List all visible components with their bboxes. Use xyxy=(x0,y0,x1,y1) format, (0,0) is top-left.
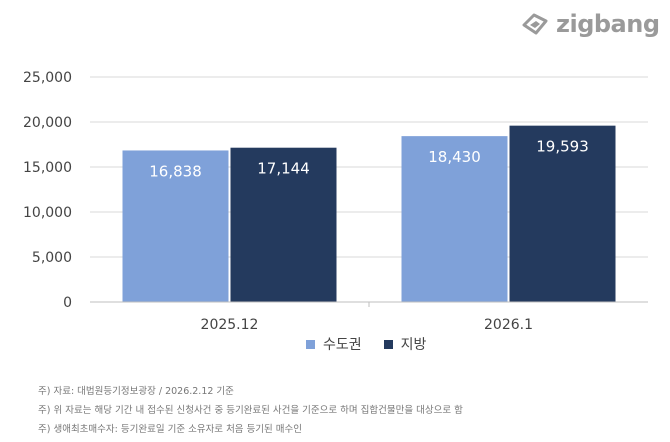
legend: 수도권 지방 xyxy=(306,334,426,354)
brand-name: zigbang xyxy=(556,10,660,38)
y-tick-label: 0 xyxy=(63,295,72,311)
bar-value-label: 17,144 xyxy=(257,160,310,178)
bar-chart: 0 5,000 10,000 15,000 20,000 25,000 16,838 17,… xyxy=(23,70,648,330)
legend-label-capital: 수도권 xyxy=(323,337,362,353)
y-tick-label: 10,000 xyxy=(23,205,72,221)
legend-label-regional: 지방 xyxy=(400,337,427,353)
bar-series: 16,838 17,144 18,430 19,593 xyxy=(122,125,616,303)
y-tick-label: 20,000 xyxy=(23,115,72,131)
x-tick-label: 2026.1 xyxy=(484,317,533,330)
legend-swatch-regional xyxy=(383,339,393,349)
legend-swatch-capital xyxy=(306,339,315,349)
bar-value-label: 16,838 xyxy=(149,162,202,180)
y-axis: 0 5,000 10,000 15,000 20,000 25,000 xyxy=(23,70,72,311)
x-axis: 2025.12 2026.1 xyxy=(90,301,648,330)
bar xyxy=(401,136,508,302)
y-tick-label: 5,000 xyxy=(32,250,72,266)
brand-logo: zigbang xyxy=(520,10,660,38)
bar xyxy=(509,125,616,303)
legend-item-capital: 수도권 xyxy=(306,334,362,354)
bar xyxy=(122,150,229,302)
y-tick-label: 15,000 xyxy=(23,160,72,176)
footnote-source: 주) 자료: 대법원등기정보광장 / 2026.2.12 기준 xyxy=(38,386,234,397)
footnotes: 주) 자료: 대법원등기정보광장 / 2026.2.12 기준 주) 위 자료는… xyxy=(38,382,463,439)
footnote-criteria: 주) 위 자료는 해당 기간 내 접수된 신청사건 중 등기완료된 사건을 기준… xyxy=(38,405,463,416)
footnote-definition: 주) 생애최초매수자: 등기완료일 기준 소유자로 처음 등기된 매수인 xyxy=(38,424,303,435)
zigbang-logo-icon xyxy=(522,13,548,35)
bar-value-label: 18,430 xyxy=(428,148,481,166)
legend-item-regional: 지방 xyxy=(383,334,427,354)
y-tick-label: 25,000 xyxy=(23,70,72,86)
bar xyxy=(230,147,337,302)
bar-value-label: 19,593 xyxy=(536,138,589,156)
x-tick-label: 2025.12 xyxy=(201,317,259,330)
